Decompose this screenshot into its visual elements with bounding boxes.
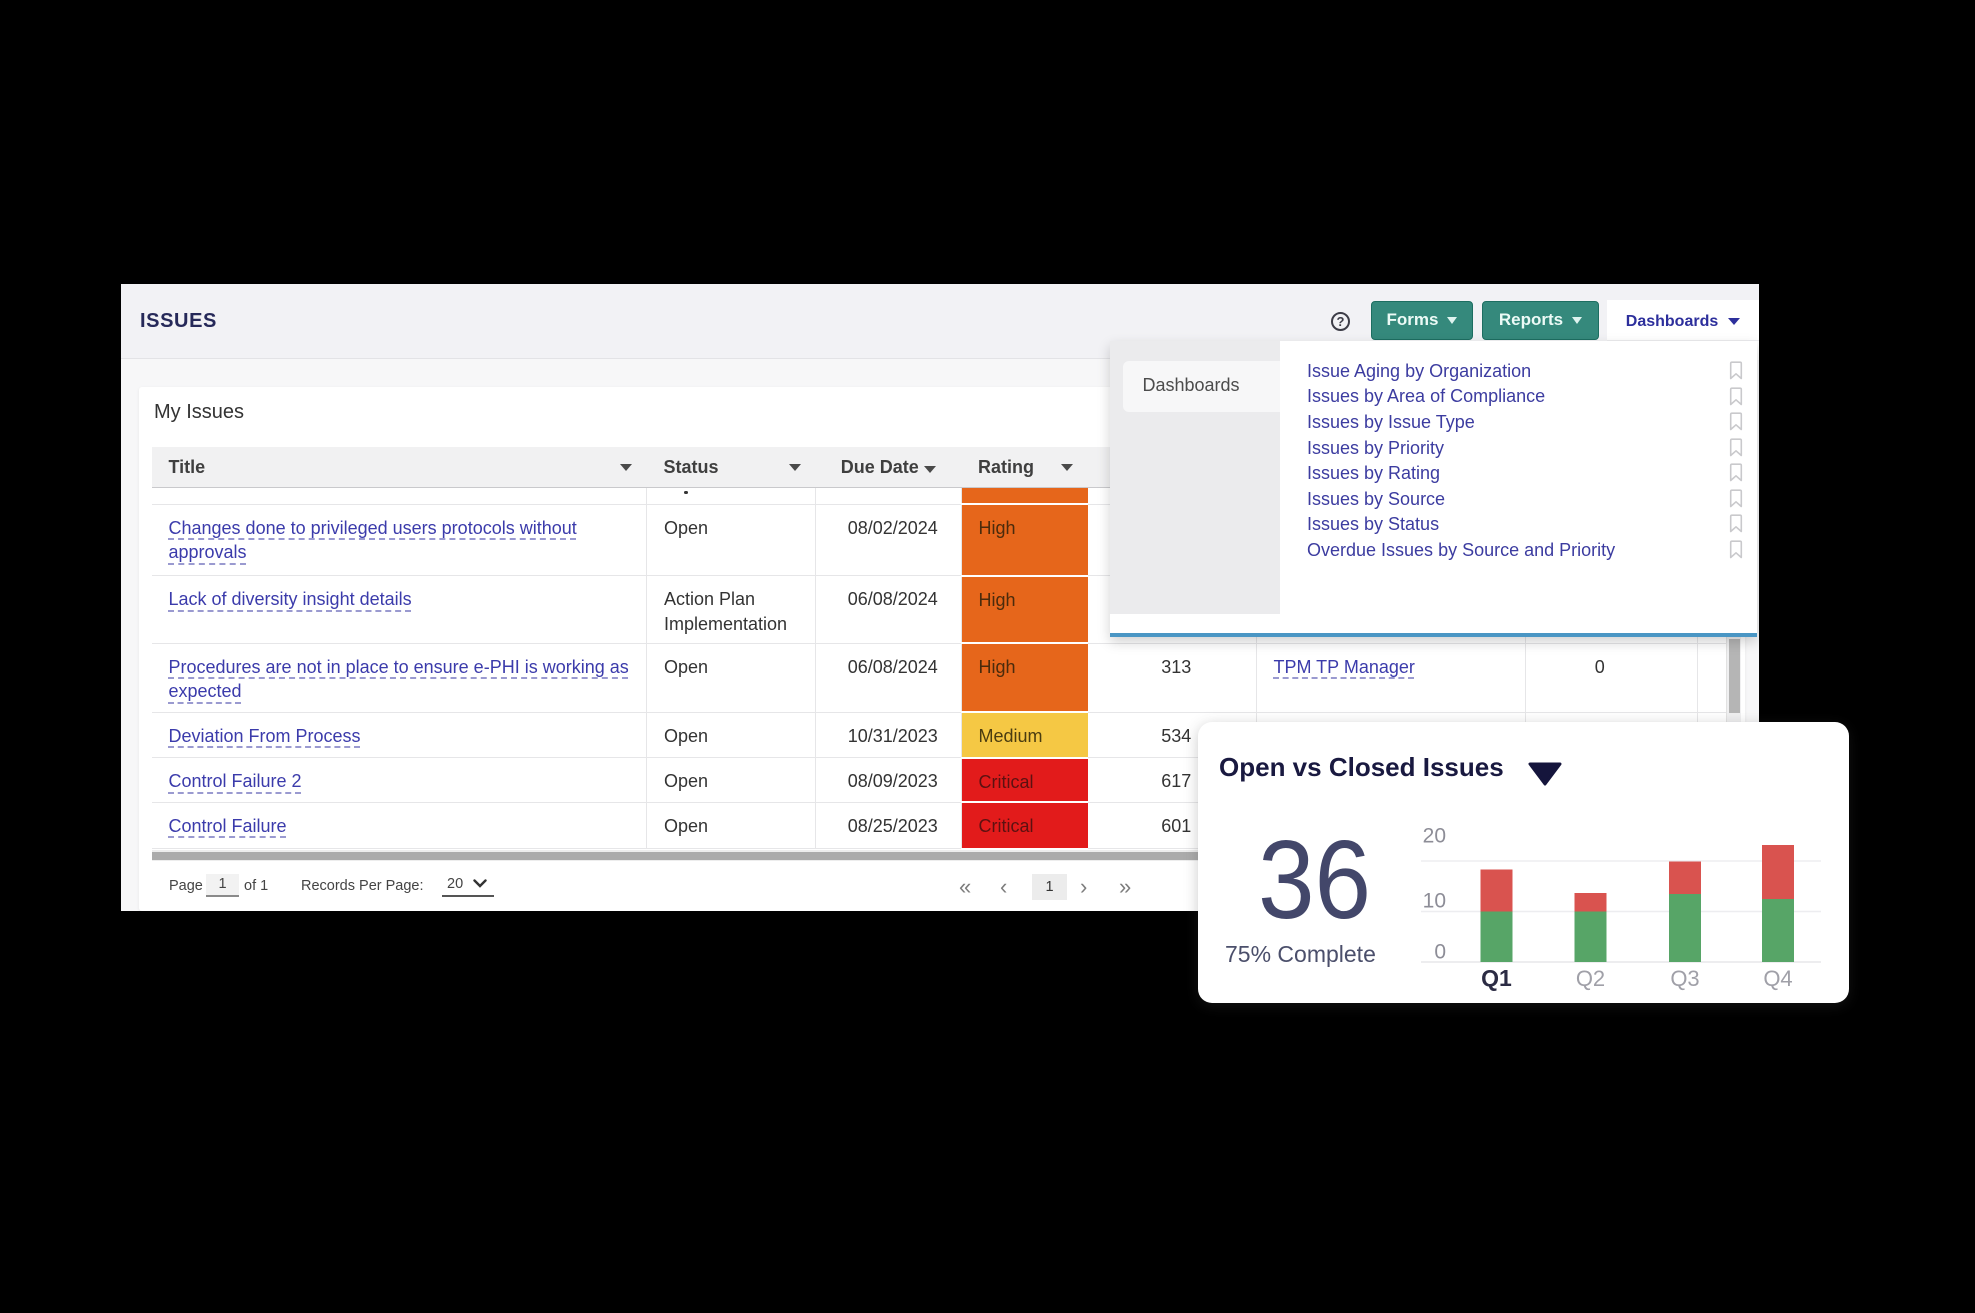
svg-text:Q4: Q4 (1763, 966, 1792, 991)
svg-text:20: 20 (1423, 825, 1446, 848)
svg-text:Q1: Q1 (1481, 965, 1512, 991)
svg-text:0: 0 (1434, 941, 1446, 964)
svg-text:10: 10 (1423, 890, 1446, 913)
svg-text:Q2: Q2 (1576, 966, 1605, 991)
svg-text:Q3: Q3 (1670, 966, 1699, 991)
